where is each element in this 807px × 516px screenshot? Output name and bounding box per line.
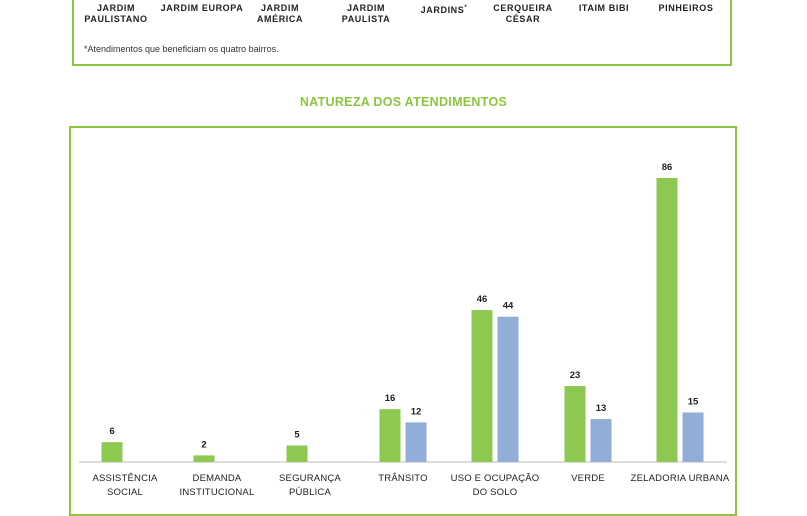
bar xyxy=(101,442,123,462)
neighborhood-label: JARDIM PAULISTANO xyxy=(84,3,148,24)
neighborhood-label: JARDINS* xyxy=(420,5,468,15)
bar xyxy=(564,386,586,462)
neighborhood-label: CERQUEIRA CÉSAR xyxy=(493,3,553,24)
data-label: 15 xyxy=(688,396,699,407)
bar xyxy=(656,178,678,462)
chart-title: NATUREZA DOS ATENDIMENTOS xyxy=(299,95,508,109)
neighborhood-label: ITAIM BIBI xyxy=(578,3,630,13)
bar xyxy=(405,422,427,462)
neighborhood-label: JARDIM PAULISTA xyxy=(341,3,391,24)
neighborhood-label: PINHEIROS xyxy=(658,3,714,13)
neighborhood-label: JARDIM EUROPA xyxy=(160,3,244,13)
data-label: 13 xyxy=(596,403,607,414)
category-label: USO E OCUPAÇÃO DO SOLO xyxy=(450,473,540,498)
neighborhood-panel: JARDIM PAULISTANO JARDIM EUROPA JARDIM AMÉ… xyxy=(72,0,732,66)
bar xyxy=(379,409,401,462)
data-label: 2 xyxy=(201,439,206,450)
bar xyxy=(682,412,704,462)
bar xyxy=(286,445,308,462)
category-label: ZELADORIA URBANA xyxy=(630,473,730,484)
data-label: 46 xyxy=(477,294,488,305)
category-label: ASSISTÊNCIA SOCIAL xyxy=(92,473,158,498)
category-label: SEGURANÇA PÚBLICA xyxy=(279,473,341,498)
data-label: 5 xyxy=(294,429,300,440)
bar xyxy=(471,310,493,462)
data-label: 6 xyxy=(109,426,114,437)
bar xyxy=(193,455,215,462)
data-label: 12 xyxy=(411,406,422,417)
category-label: DEMANDA INSTITUCIONAL xyxy=(179,473,255,498)
neighborhood-label: JARDIM AMÉRICA xyxy=(256,3,304,24)
data-label: 23 xyxy=(570,370,581,381)
category-label: TRÂNSITO xyxy=(378,473,428,484)
data-label: 86 xyxy=(662,162,673,173)
bar-chart: 6 2 5 16 12 46 44 23 13 86 15 xyxy=(79,162,727,463)
category-label: VERDE xyxy=(571,473,605,484)
footnote: *Atendimentos que beneficiam os quatro b… xyxy=(84,44,279,54)
footnote-marker: * xyxy=(464,5,468,11)
data-label: 16 xyxy=(385,393,396,404)
bar xyxy=(497,316,519,462)
data-label: 44 xyxy=(503,301,514,312)
bar xyxy=(590,419,612,462)
